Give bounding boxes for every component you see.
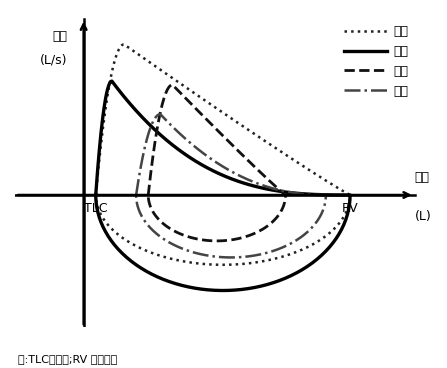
Text: (L/s): (L/s)	[40, 54, 67, 67]
Text: 容积: 容积	[415, 171, 430, 184]
Text: 注:TLC肺总量;RV 残气容积: 注:TLC肺总量;RV 残气容积	[18, 354, 117, 364]
Text: 流量: 流量	[52, 30, 67, 43]
Text: RV: RV	[342, 202, 358, 215]
Legend: 正常, 阻塞, 限制, 混合: 正常, 阻塞, 限制, 混合	[340, 21, 413, 101]
Text: TLC: TLC	[84, 202, 107, 215]
Text: (L): (L)	[415, 210, 431, 223]
